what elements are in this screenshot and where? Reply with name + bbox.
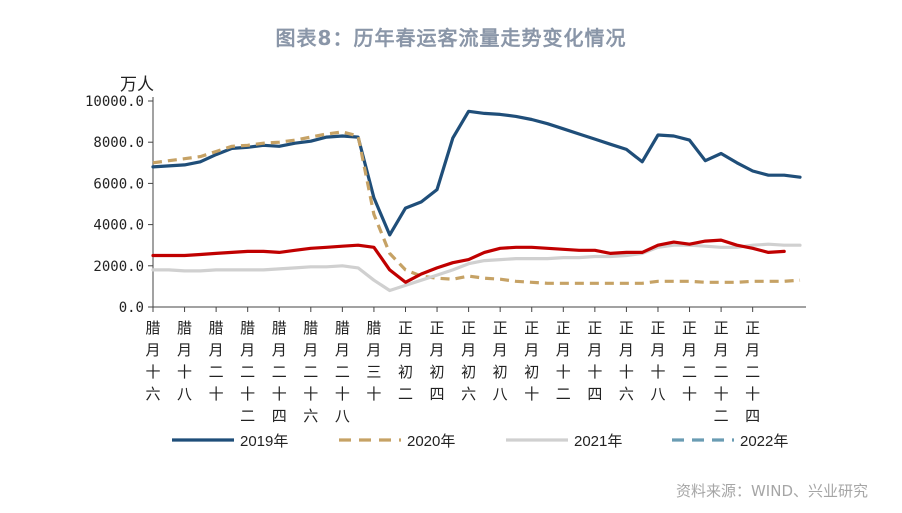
y-tick-label: 4000.0 — [93, 218, 144, 234]
series-layer — [151, 109, 802, 293]
series-line-2021年 — [151, 242, 802, 293]
series-line-2020年 — [152, 130, 801, 285]
x-tick-label: 腊月二十八 — [335, 319, 350, 425]
legend-label-2021年: 2021年 — [574, 433, 622, 450]
x-tick-label: 正月十二 — [556, 319, 571, 403]
x-tick-label: 正月十八 — [650, 319, 665, 403]
x-tick-label: 正月二十 — [682, 319, 697, 403]
y-tick-label: 10000.0 — [85, 94, 144, 110]
legend-label-2019年: 2019年 — [240, 433, 288, 450]
x-tick-label: 正月初六 — [461, 319, 476, 403]
x-tick-label: 腊月十六 — [145, 319, 160, 403]
y-tick-label: 8000.0 — [93, 135, 144, 151]
series-line-2022年 — [151, 238, 786, 284]
source-note: 资料来源：WIND、兴业研究 — [675, 482, 868, 500]
y-tick-label: 2000.0 — [93, 259, 144, 275]
series-line-2019年 — [151, 109, 802, 237]
x-tick-label: 正月初十 — [524, 319, 539, 403]
axes: 0.0 2000.0 4000.0 6000.0 8000.0 10000.0 腊月十六 腊月… — [85, 94, 806, 425]
y-axis-label: 万人 — [120, 75, 154, 95]
legend-label-2020年: 2020年 — [407, 433, 455, 450]
legend-label-2022年: 2022年 — [740, 433, 788, 450]
x-tick-label: 正月初八 — [493, 319, 508, 403]
x-tick-label: 正月十四 — [587, 319, 602, 403]
x-tick-label: 腊月二十二 — [240, 319, 255, 425]
x-tick-label: 正月十六 — [619, 319, 634, 403]
x-tick-label: 正月二十四 — [745, 319, 760, 425]
x-tick-label: 腊月二十 — [209, 319, 224, 403]
x-tick-label: 正月二十二 — [714, 319, 729, 425]
x-tick-label: 腊月二十四 — [272, 319, 287, 425]
legend: 2019年 2020年 2021年 2022年 — [172, 433, 788, 450]
y-tick-label: 0.0 — [119, 300, 144, 316]
x-tick-label: 腊月二十六 — [303, 319, 318, 425]
x-tick-label: 正月初二 — [398, 319, 413, 403]
x-tick-label: 腊月三十 — [366, 319, 381, 403]
x-tick-label: 腊月十八 — [177, 319, 192, 403]
y-tick-label: 6000.0 — [93, 176, 144, 192]
x-tick-label: 正月初四 — [430, 319, 445, 403]
chart-title: 图表8：历年春运客流量走势变化情况 — [275, 26, 627, 50]
